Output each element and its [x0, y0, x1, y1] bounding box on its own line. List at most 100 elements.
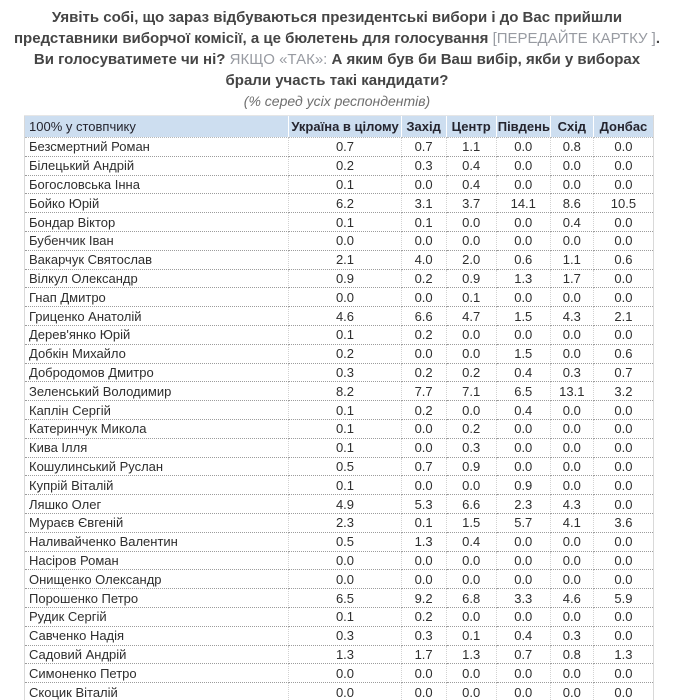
value-cell: 0.0 [593, 475, 654, 496]
table-row: Мураєв Євгеній 2.3 0.1 1.5 5.7 4.1 3.6 [24, 513, 654, 533]
value-cell: 0.7 [288, 137, 402, 157]
table-row: Рудик Сергій 0.1 0.2 0.0 0.0 0.0 0.0 [24, 607, 654, 627]
condition-note: ЯКЩО «ТАК»: [229, 51, 328, 68]
value-cell: 0.0 [401, 231, 447, 251]
value-cell: 0.0 [496, 325, 551, 345]
value-cell: 0.1 [288, 438, 402, 458]
value-cell: 0.0 [288, 551, 402, 571]
value-cell: 0.0 [401, 438, 447, 458]
value-cell: 0.0 [550, 419, 594, 439]
column-header-west: Захід [401, 115, 447, 138]
value-cell: 0.0 [550, 287, 594, 308]
value-cell: 0.0 [446, 344, 497, 364]
value-cell: 0.0 [593, 269, 654, 289]
value-cell: 8.2 [288, 381, 402, 402]
value-cell: 9.2 [401, 588, 447, 608]
column-header-ukraine-total: Україна в цілому [288, 115, 402, 138]
question-text-1: Уявіть собі, що зараз відбуваються прези… [14, 9, 623, 47]
value-cell: 0.1 [401, 212, 447, 232]
table-row: Добкін Михайло 0.2 0.0 0.0 1.5 0.0 0.6 [24, 344, 654, 364]
value-cell: 4.3 [550, 494, 594, 514]
table-row: Садовий Андрій 1.3 1.7 1.3 0.7 0.8 1.3 [24, 645, 654, 665]
value-cell: 0.0 [593, 682, 654, 700]
value-cell: 1.3 [496, 269, 551, 289]
column-header-south: Південь [496, 115, 551, 138]
value-cell: 0.0 [401, 682, 447, 700]
value-cell: 0.2 [401, 363, 447, 383]
value-cell: 5.7 [496, 513, 551, 533]
value-cell: 0.1 [446, 626, 497, 646]
poll-results-table: 100% у стовпчику Україна в цілому Захід … [24, 115, 654, 700]
candidate-name: Бондар Віктор [24, 212, 290, 232]
value-cell: 2.3 [496, 494, 551, 514]
column-header-donbas: Донбас [593, 115, 654, 138]
value-cell: 0.2 [446, 363, 497, 383]
value-cell: 0.4 [496, 400, 551, 420]
value-cell: 1.3 [401, 532, 447, 552]
value-cell: 0.5 [288, 457, 402, 477]
value-cell: 4.3 [550, 306, 594, 326]
candidate-name: Бойко Юрій [24, 193, 290, 214]
table-row: Кошулинський Руслан 0.5 0.7 0.9 0.0 0.0 0.0 [24, 457, 654, 477]
value-cell: 0.0 [496, 175, 551, 195]
value-cell: 0.0 [496, 457, 551, 477]
value-cell: 1.1 [550, 250, 594, 270]
value-cell: 0.4 [446, 156, 497, 176]
candidate-name: Симоненко Петро [24, 663, 290, 684]
value-cell: 5.9 [593, 588, 654, 608]
value-cell: 0.2 [288, 156, 402, 176]
value-cell: 0.0 [550, 344, 594, 364]
value-cell: 13.1 [550, 381, 594, 402]
table-row: Насіров Роман 0.0 0.0 0.0 0.0 0.0 0.0 [24, 551, 654, 571]
value-cell: 1.1 [446, 137, 497, 157]
value-cell: 6.5 [496, 381, 551, 402]
table-row: Ляшко Олег 4.9 5.3 6.6 2.3 4.3 0.0 [24, 494, 654, 514]
value-cell: 0.0 [550, 569, 594, 590]
value-cell: 4.6 [550, 588, 594, 608]
value-cell: 3.1 [401, 193, 447, 214]
value-cell: 0.0 [593, 212, 654, 232]
candidate-name: Скоцик Віталій [24, 682, 290, 700]
value-cell: 0.1 [288, 607, 402, 627]
candidate-name: Наливайченко Валентин [24, 532, 290, 552]
value-cell: 1.5 [496, 344, 551, 364]
value-cell: 4.6 [288, 306, 402, 326]
value-cell: 0.0 [550, 682, 594, 700]
table-row: Гнап Дмитро 0.0 0.0 0.1 0.0 0.0 0.0 [24, 287, 654, 308]
value-cell: 4.1 [550, 513, 594, 533]
value-cell: 0.2 [401, 607, 447, 627]
value-cell: 14.1 [496, 193, 551, 214]
value-cell: 0.0 [496, 419, 551, 439]
value-cell: 0.0 [496, 438, 551, 458]
survey-question: Уявіть собі, що зараз відбуваються прези… [0, 0, 674, 91]
column-header-center: Центр [446, 115, 497, 138]
candidate-name: Безсмертний Роман [24, 137, 290, 157]
value-cell: 0.4 [496, 363, 551, 383]
table-row: Вілкул Олександр 0.9 0.2 0.9 1.3 1.7 0.0 [24, 269, 654, 289]
value-cell: 0.6 [496, 250, 551, 270]
candidate-name: Кива Ілля [24, 438, 290, 458]
interviewer-instruction: [ПЕРЕДАЙТЕ КАРТКУ ] [492, 30, 656, 47]
value-cell: 0.0 [593, 231, 654, 251]
value-cell: 6.5 [288, 588, 402, 608]
value-cell: 0.0 [401, 551, 447, 571]
value-cell: 1.5 [496, 306, 551, 326]
value-cell: 0.0 [446, 475, 497, 496]
table-row: Безсмертний Роман 0.7 0.7 1.1 0.0 0.8 0.0 [24, 137, 654, 157]
candidate-name: Катеринчук Микола [24, 419, 290, 439]
table-row: Білецький Андрій 0.2 0.3 0.4 0.0 0.0 0.0 [24, 156, 654, 176]
value-cell: 0.5 [288, 532, 402, 552]
value-cell: 0.3 [446, 438, 497, 458]
value-cell: 0.0 [288, 682, 402, 700]
value-cell: 0.0 [593, 569, 654, 590]
value-cell: 0.0 [496, 212, 551, 232]
value-cell: 7.7 [401, 381, 447, 402]
value-cell: 0.7 [401, 457, 447, 477]
value-cell: 0.4 [446, 532, 497, 552]
value-cell: 0.3 [401, 156, 447, 176]
value-cell: 0.0 [593, 551, 654, 571]
table-row: Наливайченко Валентин 0.5 1.3 0.4 0.0 0.0 0.0 [24, 532, 654, 552]
value-cell: 0.3 [288, 363, 402, 383]
value-cell: 0.0 [288, 569, 402, 590]
value-cell: 0.0 [446, 551, 497, 571]
